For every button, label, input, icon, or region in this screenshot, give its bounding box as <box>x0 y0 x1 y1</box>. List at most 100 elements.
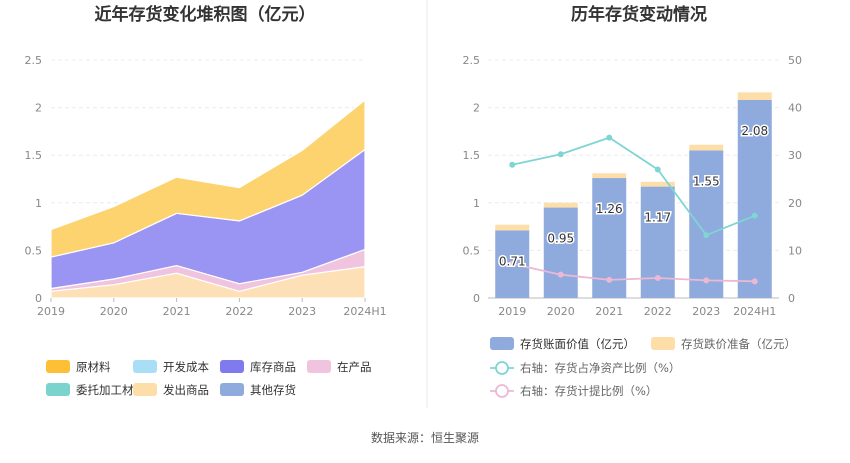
legend-swatch <box>651 337 675 350</box>
y-tick-label: 2.5 <box>463 54 481 67</box>
line-point <box>606 276 613 283</box>
line-point <box>751 278 758 285</box>
x-tick-label: 2019 <box>37 305 65 318</box>
legend-swatch <box>133 383 157 396</box>
y-tick-label: 1 <box>35 197 42 210</box>
right-y-axis-left: 0 0.5 1 1.5 2 2.5 <box>463 54 481 305</box>
stacked-area-chart: 近年存货变化堆积图（亿元） 00.511.522.5 2019 2020 2021 2… <box>25 4 387 397</box>
bar-book-value <box>640 186 675 298</box>
x-tick-label: 2019 <box>498 305 526 318</box>
legend-swatch <box>490 337 514 350</box>
y2-tick-label: 10 <box>788 244 802 257</box>
right-legend: 存货账面价值（亿元） 存货跌价准备（亿元）右轴：存货占净资产比例（%） 右轴：存货计… <box>490 337 796 398</box>
legend-label: 库存商品 <box>250 360 296 374</box>
line-series <box>512 262 755 283</box>
bar-value-label: 1.17 <box>644 211 671 225</box>
line-point <box>703 277 710 284</box>
right-lines <box>509 134 758 285</box>
x-tick-label: 2021 <box>163 305 191 318</box>
legend-item[interactable]: 委托加工材料 <box>46 383 145 397</box>
line-point <box>509 260 516 267</box>
legend-item[interactable]: 库存商品 <box>220 360 296 374</box>
legend-item[interactable]: 原材料 <box>46 360 111 374</box>
y-tick-label: 2.5 <box>25 54 43 67</box>
legend-label: 存货账面价值（亿元） <box>520 337 635 351</box>
y-tick-label: 0.5 <box>463 244 481 257</box>
line-point <box>654 166 661 173</box>
bar-provision <box>592 173 627 179</box>
y2-tick-label: 20 <box>788 197 802 210</box>
line-point <box>509 161 516 168</box>
legend-label: 存货跌价准备（亿元） <box>681 337 796 351</box>
legend-item[interactable]: 右轴：存货计提比例（%） <box>490 384 657 398</box>
bar-value-label: 1.55 <box>693 174 720 188</box>
right-y-axis-right: 0 10 20 30 40 50 <box>788 54 802 305</box>
legend-label: 其他存货 <box>250 383 296 397</box>
legend-item[interactable]: 发出商品 <box>133 383 209 397</box>
x-tick-label: 2022 <box>225 305 253 318</box>
bar-provision <box>689 144 724 151</box>
bar-provision <box>495 224 530 231</box>
y-tick-label: 0 <box>473 292 480 305</box>
right-chart-title: 历年存货变动情况 <box>571 4 707 25</box>
legend-swatch <box>46 383 70 396</box>
bar-value-label: 2.08 <box>741 124 768 138</box>
x-tick-label: 2023 <box>288 305 316 318</box>
y-tick-label: 1 <box>473 197 480 210</box>
x-tick-label: 2023 <box>692 305 720 318</box>
line-point <box>557 271 564 278</box>
line-point <box>751 212 758 219</box>
x-tick-label: 2024H1 <box>343 305 386 318</box>
legend-label: 原材料 <box>76 360 111 374</box>
legend-item[interactable]: 存货账面价值（亿元） <box>490 337 635 351</box>
legend-item[interactable]: 存货跌价准备（亿元） <box>651 337 796 351</box>
line-point <box>654 275 661 282</box>
x-tick-label: 2022 <box>644 305 672 318</box>
line-point <box>703 232 710 239</box>
legend-label: 在产品 <box>337 360 372 374</box>
source-note: 数据来源：恒生聚源 <box>371 430 479 445</box>
legend-item[interactable]: 开发成本 <box>133 360 209 374</box>
y-tick-label: 1.5 <box>463 149 481 162</box>
right-grid <box>488 59 779 299</box>
legend-swatch <box>307 360 331 373</box>
legend-swatch <box>220 383 244 396</box>
bar-provision <box>640 181 675 187</box>
legend-swatch <box>46 360 70 373</box>
legend-marker <box>495 361 509 375</box>
bar-value-label: 1.26 <box>596 202 623 216</box>
left-x-axis: 2019 2020 2021 2022 2023 2024H1 <box>37 298 387 318</box>
legend-item[interactable]: 右轴：存货占净资产比例（%） <box>490 361 680 375</box>
legend-swatch <box>133 360 157 373</box>
x-tick-label: 2020 <box>547 305 575 318</box>
bar-value-label: 0.71 <box>499 254 526 268</box>
right-x-axis: 2019 2020 2021 2022 2023 2024H1 <box>498 305 776 318</box>
legend-label: 发出商品 <box>163 383 209 397</box>
y-tick-label: 1.5 <box>25 149 43 162</box>
bar-provision <box>737 92 772 100</box>
y2-tick-label: 40 <box>788 102 802 115</box>
x-tick-label: 2021 <box>595 305 623 318</box>
y-tick-label: 2 <box>35 102 42 115</box>
y2-tick-label: 30 <box>788 149 802 162</box>
bar-book-value <box>543 207 578 298</box>
legend-label: 开发成本 <box>163 360 209 374</box>
area-series <box>50 99 366 258</box>
line-point <box>557 151 564 158</box>
bar-value-label: 0.95 <box>547 232 574 246</box>
bar-book-value <box>689 150 724 298</box>
legend-item[interactable]: 其他存货 <box>220 383 296 397</box>
legend-swatch <box>220 360 244 373</box>
y-tick-label: 0 <box>35 292 42 305</box>
right-data-labels: 0.71 0.95 1.26 1.17 1.55 2.08 <box>497 122 769 269</box>
line-series <box>512 136 756 237</box>
left-areas <box>50 99 366 299</box>
y2-tick-label: 0 <box>788 292 795 305</box>
legend-item[interactable]: 在产品 <box>307 360 372 374</box>
y-tick-label: 0.5 <box>25 244 43 257</box>
left-y-axis: 0 0.5 1 1.5 2 2.5 <box>25 54 43 305</box>
